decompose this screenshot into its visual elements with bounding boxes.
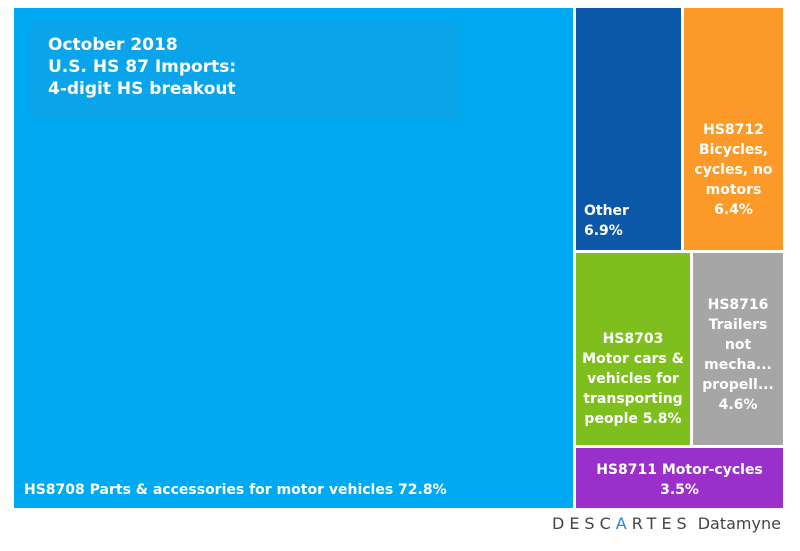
tile-label-line: HS8716: [707, 297, 769, 313]
tile-label-line: cycles, no: [694, 162, 773, 178]
tile-label-line: 3.5%: [660, 482, 699, 498]
tile-label-line: 6.9%: [584, 223, 623, 239]
tile-label-line: Trailers: [708, 317, 768, 333]
tile-label-line: not: [724, 337, 752, 353]
tile-label-line: Other: [584, 203, 629, 219]
tile-label-line: propell...: [702, 377, 774, 393]
tile-hs8703: HS8703 Motor cars & vehicles for transporti…: [576, 253, 690, 445]
tile-label: HS8703 Motor cars & vehicles for transporti…: [576, 329, 690, 429]
tile-label: HS8708 Parts & accessories for motor veh…: [24, 480, 447, 500]
logo-text: RTES: [631, 514, 692, 533]
tile-label-line: Motor cars &: [582, 351, 684, 367]
tile-label-line: Bicycles,: [698, 142, 769, 158]
title-line: U.S. HS 87 Imports:: [48, 57, 237, 77]
tile-other: Other 6.9%: [576, 8, 681, 250]
tile-label-line: HS8712: [703, 122, 764, 138]
chart-title: October 2018 U.S. HS 87 Imports: 4-digit…: [30, 22, 460, 120]
tile-label: HS8712 Bicycles, cycles, no motors 6.4%: [684, 120, 783, 220]
tile-label-line: mecha...: [704, 357, 772, 373]
tile-label-line: vehicles for: [587, 371, 679, 387]
title-line: 4-digit HS breakout: [48, 79, 236, 99]
logo-mark: A: [615, 514, 632, 533]
tile-label-line: 6.4%: [714, 202, 753, 218]
tile-label: HS8716 Trailers not mecha... propell... 4.6%: [693, 295, 783, 415]
tile-label-line: HS8703: [602, 331, 664, 347]
logo-product: Datamyne: [697, 514, 781, 533]
tile-hs8716: HS8716 Trailers not mecha... propell... 4.6%: [693, 253, 783, 445]
tile-label-line: HS8711 Motor-cycles: [596, 462, 763, 478]
tile-hs8711: HS8711 Motor-cycles 3.5%: [576, 448, 783, 508]
tile-label: Other 6.9%: [584, 201, 629, 241]
tile-label-line: people 5.8%: [584, 411, 682, 427]
tile-label-line: transporting: [583, 391, 683, 407]
descartes-datamyne-logo: DESCARTES Datamyne: [552, 514, 781, 533]
tile-label-line: HS8708 Parts & accessories for motor veh…: [24, 482, 447, 498]
tile-label-line: motors: [705, 182, 762, 198]
tile-hs8712: HS8712 Bicycles, cycles, no motors 6.4%: [684, 8, 783, 250]
logo-text: DESC: [552, 514, 616, 533]
tile-label-line: 4.6%: [718, 397, 758, 413]
tile-label: HS8711 Motor-cycles 3.5%: [576, 460, 783, 500]
title-line: October 2018: [48, 35, 178, 55]
